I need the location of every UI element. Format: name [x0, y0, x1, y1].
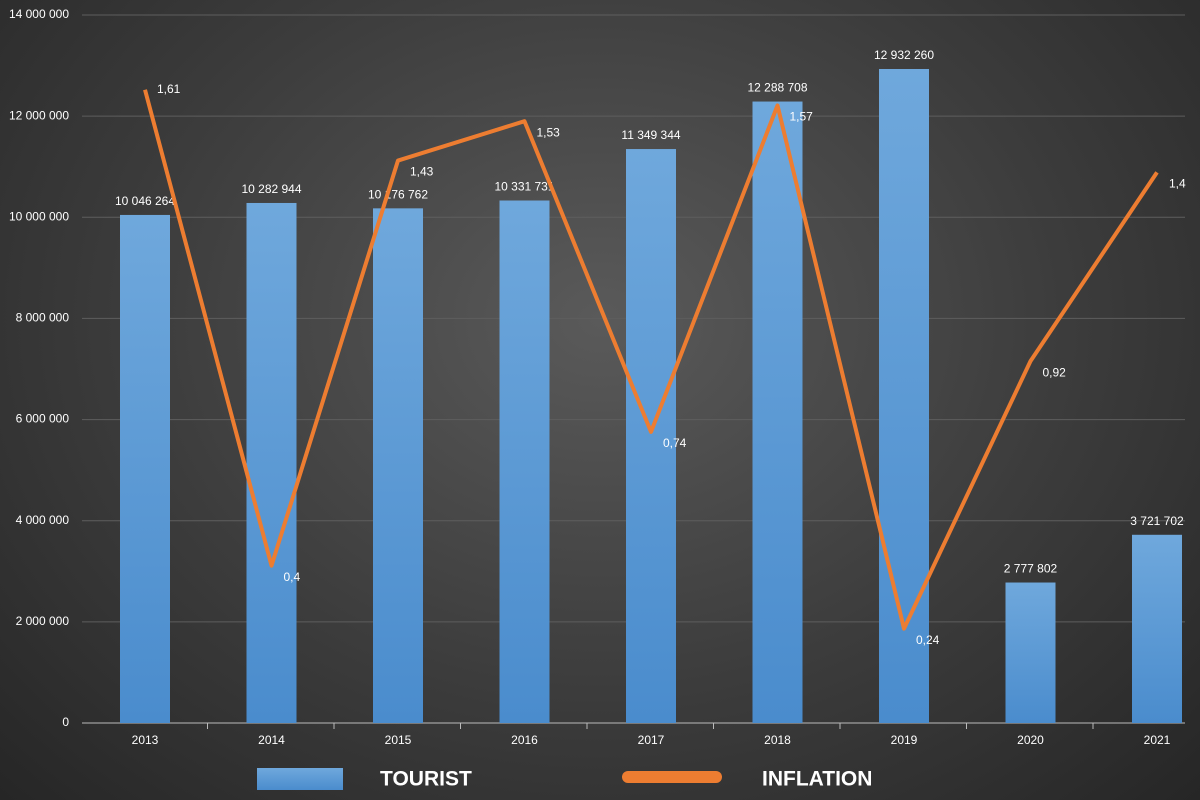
- legend-swatch: [257, 768, 343, 790]
- bar-value-label: 10 331 731: [494, 180, 554, 194]
- line-value-label: 1,4: [1169, 177, 1186, 191]
- y-tick-label: 6 000 000: [16, 412, 70, 426]
- line-value-label: 1,43: [410, 165, 434, 179]
- x-tick-label: 2013: [132, 733, 159, 747]
- line-value-label: 0,74: [663, 436, 687, 450]
- line: [143, 89, 1159, 631]
- bar-value-label: 12 288 708: [747, 81, 807, 95]
- bar: [879, 68, 929, 724]
- bar: [752, 101, 803, 723]
- bar: [246, 202, 297, 724]
- line-value-label: 1,61: [157, 82, 181, 96]
- bar: [499, 200, 550, 724]
- x-tick-label: 2019: [891, 733, 918, 747]
- bar-value-label: 11 349 344: [621, 128, 680, 142]
- x-tick-label: 2018: [764, 733, 791, 747]
- bar-value-label: 12 932 260: [874, 48, 934, 62]
- bar-value-label: 10 176 762: [368, 188, 428, 202]
- y-tick-label: 4 000 000: [16, 513, 70, 527]
- x-tick-label: 2017: [638, 733, 665, 747]
- x-tick-label: 2015: [385, 733, 412, 747]
- y-tick-label: 8 000 000: [16, 311, 70, 325]
- line-value-label: 0,24: [916, 633, 940, 647]
- y-tick-label: 12 000 000: [9, 108, 69, 122]
- bar: [120, 214, 170, 723]
- bar-value-label: 2 777 802: [1004, 562, 1058, 576]
- x-tick-label: 2016: [511, 733, 538, 747]
- line-value-label: 1,53: [537, 125, 561, 139]
- bar-value-label: 10 282 944: [241, 182, 301, 196]
- y-tick-label: 0: [62, 715, 69, 729]
- x-tick-label: 2014: [258, 733, 285, 747]
- y-tick-label: 14 000 000: [9, 7, 69, 21]
- bar: [626, 149, 676, 723]
- bar: [373, 208, 423, 723]
- bar: [1005, 582, 1056, 723]
- line-value-label: 0,4: [284, 570, 301, 584]
- x-tick-label: 2020: [1017, 733, 1044, 747]
- line-value-label: 0,92: [1043, 365, 1067, 379]
- line-value-label: 1,57: [790, 110, 814, 124]
- bar-value-label: 10 046 264: [115, 194, 175, 208]
- legend-label: TOURIST: [380, 768, 472, 791]
- bar-value-label: 3 721 702: [1130, 514, 1184, 528]
- x-tick-label: 2021: [1144, 733, 1171, 747]
- bar: [1132, 534, 1182, 723]
- y-tick-label: 2 000 000: [16, 614, 70, 628]
- legend-label: INFLATION: [762, 768, 872, 791]
- y-tick-label: 10 000 000: [9, 209, 69, 223]
